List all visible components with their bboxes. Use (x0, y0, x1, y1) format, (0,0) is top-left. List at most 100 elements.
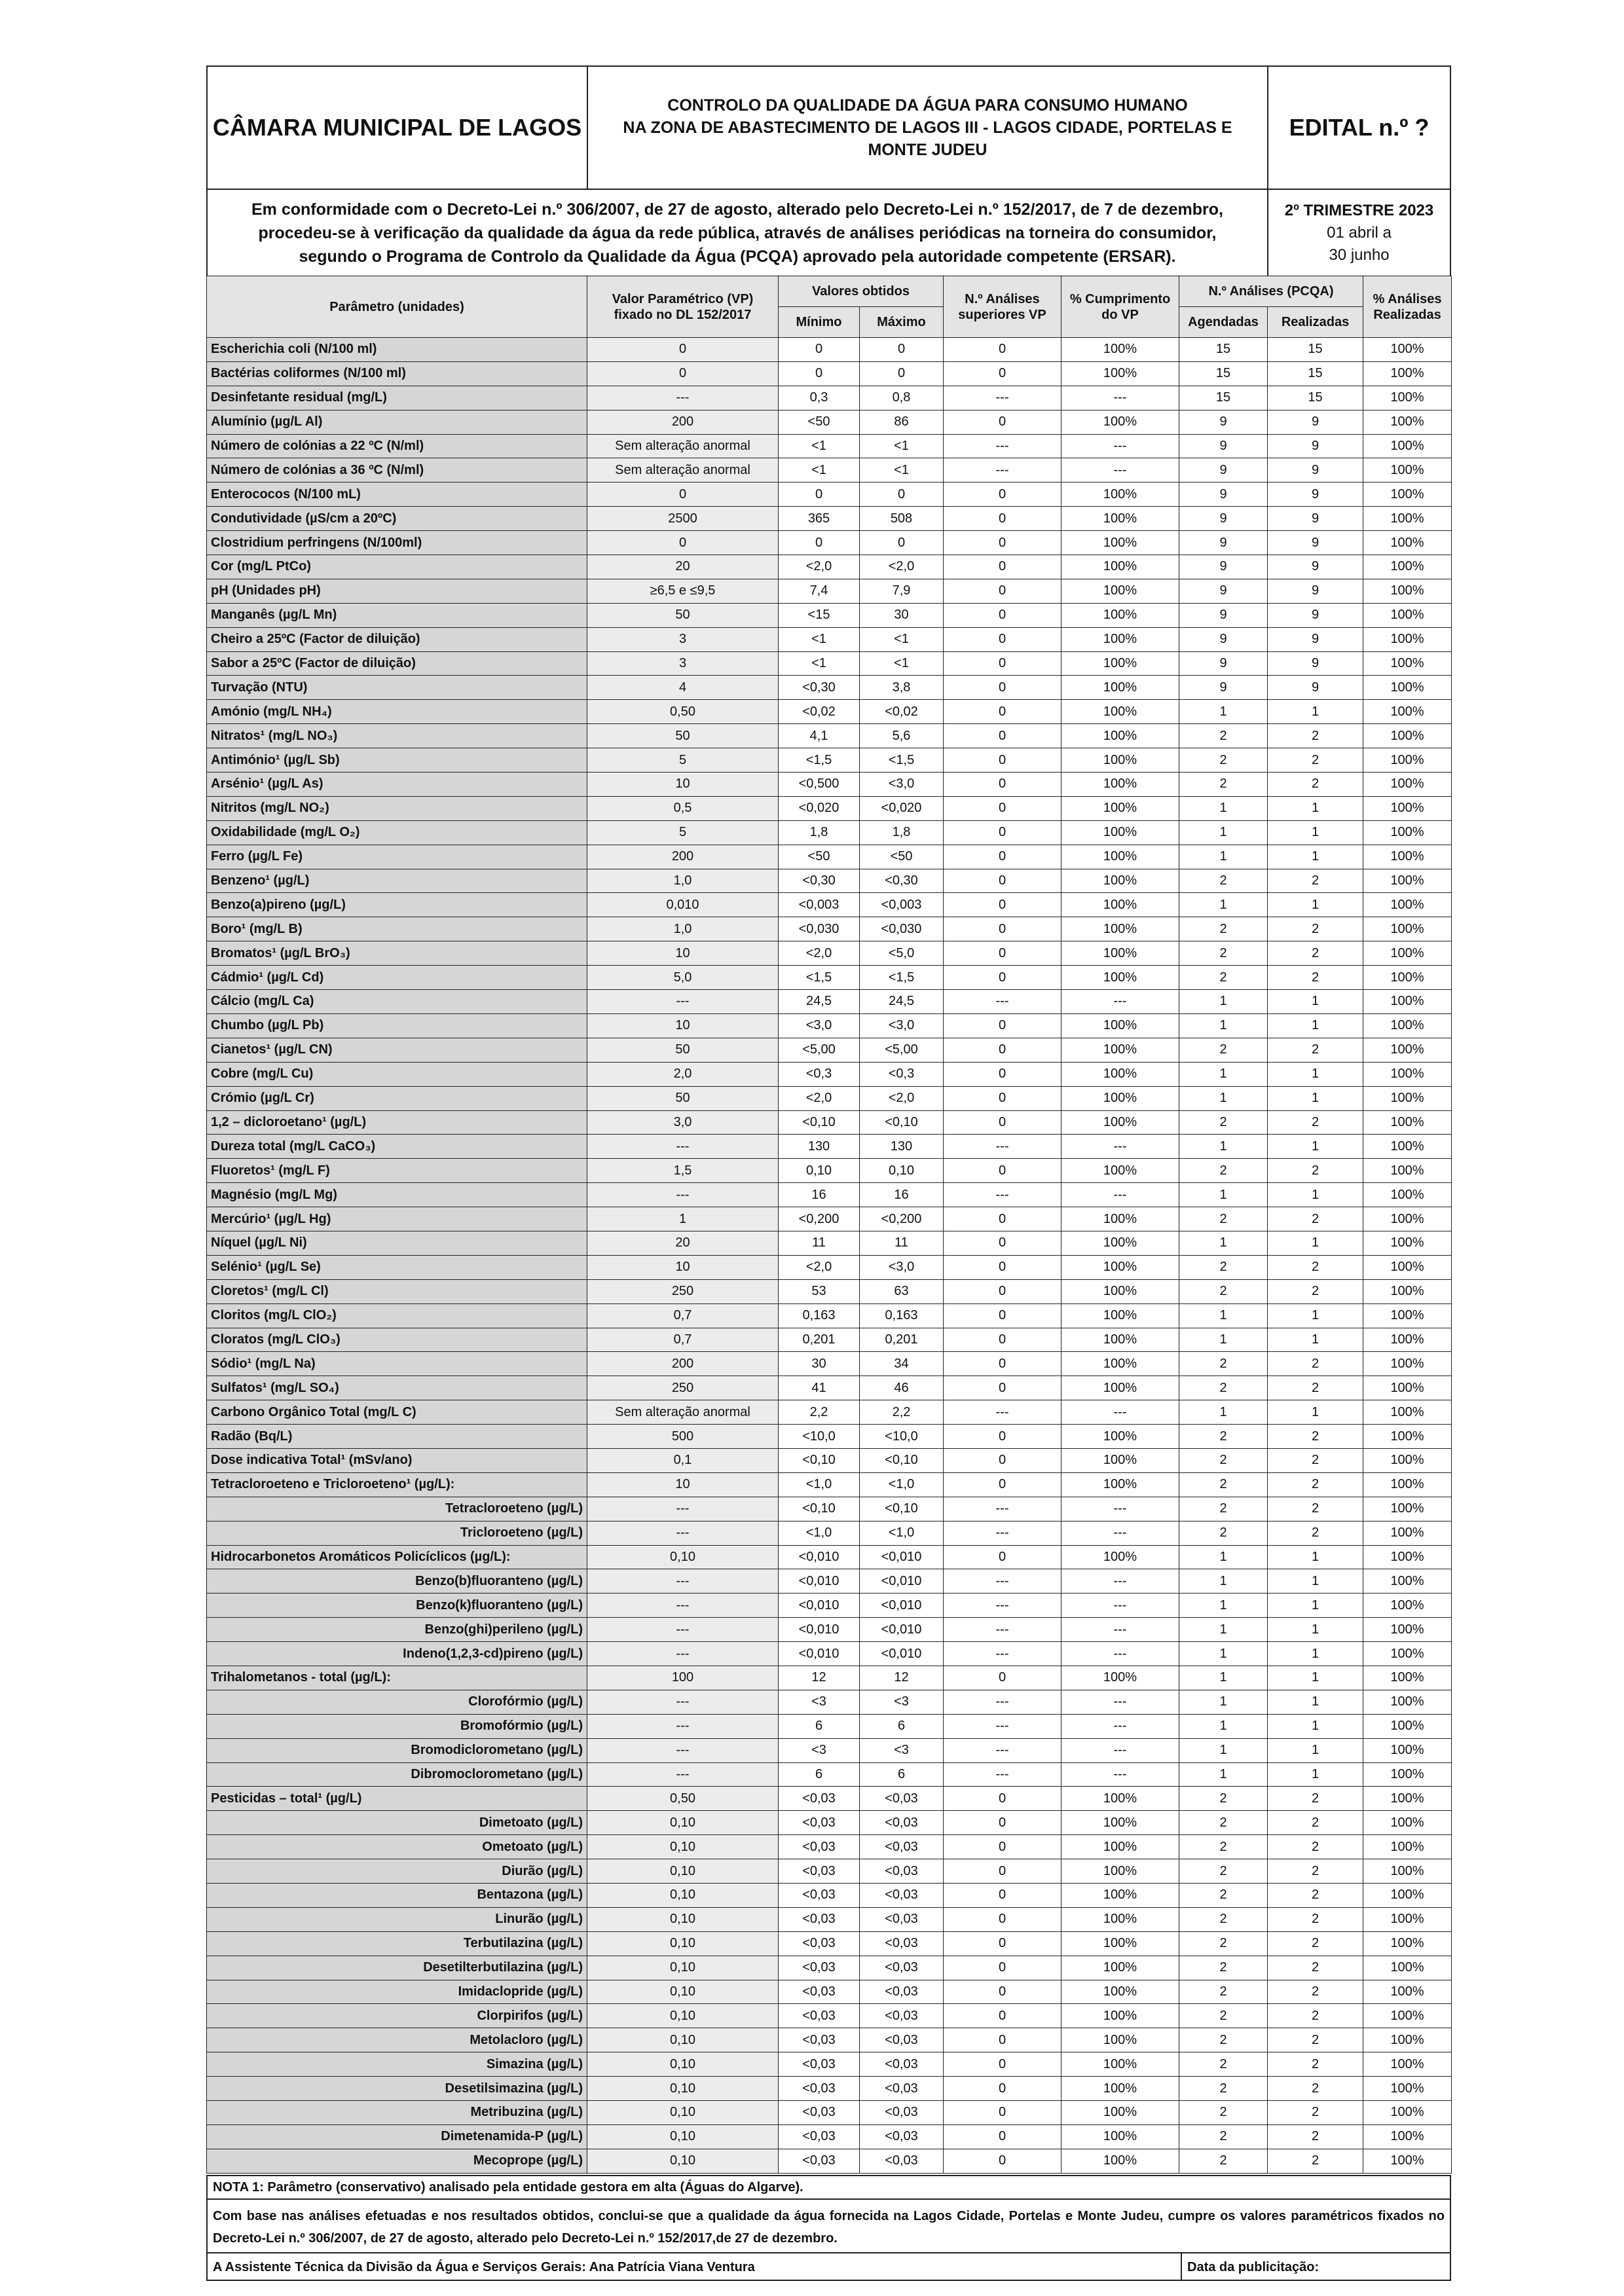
vp-value: 0,10 (587, 1979, 779, 2005)
scheduled-count: 2 (1179, 2003, 1268, 2029)
parameter: Mecoprope (µg/L) (206, 2148, 587, 2174)
scheduled-count: 1 (1179, 844, 1268, 869)
scheduled-count: 1 (1179, 1689, 1268, 1715)
max-value: 0 (859, 337, 944, 362)
parameter: Benzo(k)fluoranteno (µg/L) (206, 1593, 587, 1618)
above-vp-count: 0 (943, 1085, 1061, 1111)
compliance-pct: 100% (1061, 1110, 1179, 1135)
scheduled-count: 9 (1179, 458, 1268, 483)
min-value: <0,03 (778, 2148, 860, 2174)
done-pct: 100% (1363, 2124, 1452, 2149)
done-count: 15 (1266, 361, 1364, 386)
done-pct: 100% (1363, 2028, 1452, 2053)
done-count: 9 (1266, 409, 1364, 435)
header-row: Parâmetro (unidades) Valor Paramétrico (… (206, 276, 1452, 338)
scheduled-count: 2 (1179, 917, 1268, 942)
vp-value: 0,5 (587, 795, 779, 821)
entity-name: CÂMARA MUNICIPAL DE LAGOS (206, 65, 588, 190)
parameter: Benzo(a)pireno (µg/L) (206, 892, 587, 918)
done-pct: 100% (1363, 892, 1452, 918)
scheduled-count: 1 (1179, 1593, 1268, 1618)
above-vp-count: 0 (943, 675, 1061, 701)
table-row: Cloretos¹ (mg/L Cl) 250 53 63 0 100% 2 2 100% (206, 1279, 1452, 1304)
done-count: 2 (1266, 2052, 1364, 2077)
vp-value: Sem alteração anormal (587, 433, 779, 459)
max-value: <0,03 (859, 1979, 944, 2005)
done-pct: 100% (1363, 1569, 1452, 1594)
min-value: <0,3 (778, 1061, 860, 1087)
done-count: 2 (1266, 1520, 1364, 1546)
vp-value: 0,10 (587, 1544, 779, 1570)
compliance-pct: 100% (1061, 723, 1179, 749)
min-value: 1,8 (778, 820, 860, 845)
table-row: Arsénio¹ (µg/L As) 10 <0,500 <3,0 0 100% 2 2 100… (206, 772, 1452, 797)
compliance-pct: 100% (1061, 1085, 1179, 1111)
done-pct: 100% (1363, 1351, 1452, 1377)
done-count: 2 (1266, 1979, 1364, 2005)
compliance-pct: 100% (1061, 2124, 1179, 2149)
conclusion: Com base nas análises efetuadas e nos re… (206, 2198, 1451, 2253)
scheduled-count: 1 (1179, 1544, 1268, 1570)
scheduled-count: 1 (1179, 1713, 1268, 1739)
max-value: <0,010 (859, 1544, 944, 1570)
done-count: 2 (1266, 868, 1364, 894)
done-pct: 100% (1363, 433, 1452, 459)
parameter: Terbutilazina (µg/L) (206, 1931, 587, 1956)
done-pct: 100% (1363, 2003, 1452, 2029)
quality-table: Parâmetro (unidades) Valor Paramétrico (… (206, 276, 1452, 2174)
table-row: Bentazona (µg/L) 0,10 <0,03 <0,03 0 100% 2 2 100… (206, 1883, 1452, 1908)
done-pct: 100% (1363, 1955, 1452, 1980)
done-count: 1 (1266, 1061, 1364, 1087)
scheduled-count: 2 (1179, 1859, 1268, 1884)
parameter: Bromatos¹ (µg/L BrO₃) (206, 941, 587, 966)
min-value: <0,03 (778, 1883, 860, 1908)
parameter: Benzeno¹ (µg/L) (206, 868, 587, 894)
vp-value: 10 (587, 1254, 779, 1280)
compliance-pct: 100% (1061, 578, 1179, 604)
scheduled-count: 1 (1179, 1617, 1268, 1643)
parameter: Magnésio (mg/L Mg) (206, 1182, 587, 1208)
column-header: N.º Análises (PCQA) (1178, 276, 1364, 307)
done-pct: 100% (1363, 820, 1452, 845)
table-row: Benzo(a)pireno (µg/L) 0,010 <0,003 <0,003 0 1… (206, 892, 1452, 918)
min-value: <0,500 (778, 772, 860, 797)
min-value: 0 (778, 530, 860, 556)
done-pct: 100% (1363, 1207, 1452, 1231)
scheduled-count: 9 (1179, 651, 1268, 676)
scheduled-count: 9 (1179, 506, 1268, 532)
above-vp-count: 0 (943, 361, 1061, 386)
min-value: 24,5 (778, 989, 860, 1014)
done-pct: 100% (1363, 1448, 1452, 1473)
parameter: Tetracloroeteno e Tricloroeteno¹ (µg/L): (206, 1472, 587, 1497)
above-vp-count: 0 (943, 578, 1061, 604)
compliance-pct: 100% (1061, 1448, 1179, 1473)
min-value: 0 (778, 482, 860, 507)
table-row: 1,2 – dicloroetano¹ (µg/L) 3,0 <0,10 <0,10 0… (206, 1110, 1452, 1135)
above-vp-count: --- (943, 1134, 1061, 1159)
max-value: 3,8 (859, 675, 944, 701)
done-count: 2 (1266, 1906, 1364, 1932)
done-pct: 100% (1363, 795, 1452, 821)
scheduled-count: 2 (1179, 1279, 1268, 1304)
done-pct: 100% (1363, 1061, 1452, 1087)
parameter: Sulfatos¹ (mg/L SO₄) (206, 1376, 587, 1401)
done-pct: 100% (1363, 989, 1452, 1014)
parameter: Diurão (µg/L) (206, 1859, 587, 1884)
compliance-pct: --- (1061, 1593, 1179, 1618)
scheduled-count: 2 (1179, 1931, 1268, 1956)
parameter: Dimetenamida-P (µg/L) (206, 2124, 587, 2149)
table-row: Clostridium perfringens (N/100ml) 0 0 0 0 100… (206, 530, 1452, 556)
done-count: 1 (1266, 1762, 1364, 1787)
min-value: 0,3 (778, 385, 860, 410)
above-vp-count: 0 (943, 1254, 1061, 1280)
max-value: <0,03 (859, 2076, 944, 2102)
max-value: <1,5 (859, 965, 944, 991)
parameter: Clorofórmio (µg/L) (206, 1689, 587, 1715)
table-row: Cianetos¹ (µg/L CN) 50 <5,00 <5,00 0 100% 2 2 10… (206, 1037, 1452, 1063)
vp-value: 0,10 (587, 2052, 779, 2077)
min-value: 4,1 (778, 723, 860, 749)
done-count: 2 (1266, 1859, 1364, 1884)
above-vp-count: --- (943, 1762, 1061, 1787)
table-row: Desetilterbutilazina (µg/L) 0,10 <0,03 <0,0… (206, 1955, 1452, 1980)
done-pct: 100% (1363, 1400, 1452, 1425)
